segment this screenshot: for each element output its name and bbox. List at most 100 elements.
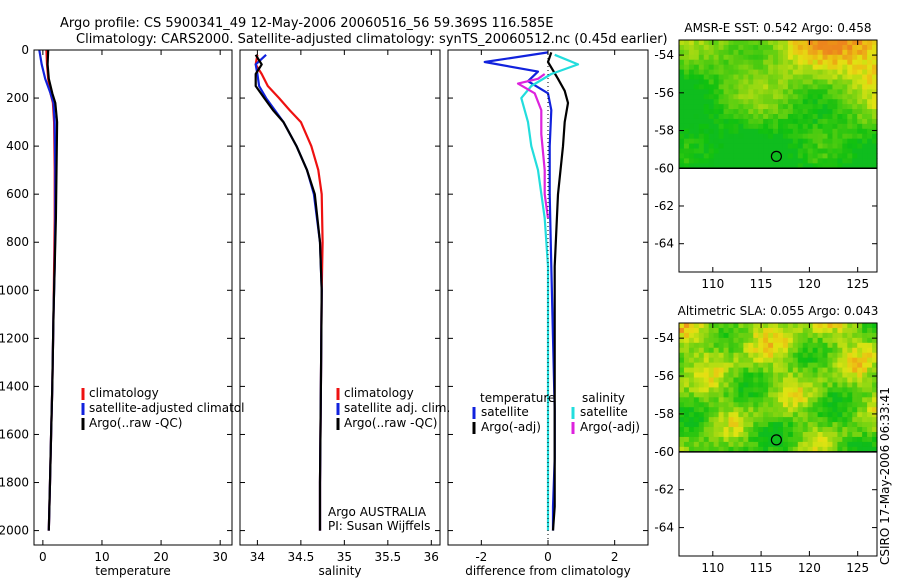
sst-map-cell xyxy=(792,128,799,135)
sla-map-cell xyxy=(748,427,754,433)
difference-legend-label: satellite xyxy=(481,405,529,419)
sst-map-cell xyxy=(872,54,878,61)
sst-map-cell xyxy=(812,138,819,145)
sla-map-cell xyxy=(872,352,878,359)
sst-map-cell xyxy=(847,148,853,155)
sla-map-cell xyxy=(708,387,715,393)
temperature-ytick-label: 1400 xyxy=(0,379,29,393)
sla-map-cell xyxy=(812,427,819,433)
sla-map-cell xyxy=(723,441,730,448)
sst-map-cell xyxy=(688,148,695,155)
sst-map-cell xyxy=(782,49,789,56)
sla-map-cell xyxy=(683,332,690,339)
sst-map-cell xyxy=(723,99,730,105)
sst-map-cell xyxy=(703,104,710,110)
sla-map-cell xyxy=(827,402,834,408)
sla-map-cell xyxy=(718,427,725,433)
sla-map-cell xyxy=(817,342,824,349)
sst-map-cell xyxy=(817,54,824,61)
sla-map-cell xyxy=(768,342,774,349)
sst-map-cell xyxy=(817,143,824,150)
sla-map-cell xyxy=(807,422,814,428)
sla-map-cell xyxy=(797,432,804,438)
sst-map-cell xyxy=(723,94,730,100)
sst-map-cell xyxy=(817,44,824,51)
sst-map-cell xyxy=(817,148,824,155)
sst-map-cell xyxy=(797,94,804,100)
sst-map-cell xyxy=(718,79,725,85)
sst-map-cell xyxy=(792,69,799,76)
sst-map-cell xyxy=(708,74,715,81)
sla-map-cell xyxy=(723,367,730,374)
sla-map-cell xyxy=(703,412,710,418)
sst-map-cell xyxy=(758,138,764,145)
sla-map-cell xyxy=(688,327,695,334)
sla-map-cell xyxy=(837,427,843,433)
sst-map-cell xyxy=(807,143,814,150)
sla-map-title: Altimetric SLA: 0.055 Argo: 0.043 xyxy=(678,304,879,318)
sst-map-cell xyxy=(872,74,878,81)
sla-map-cell xyxy=(827,357,834,364)
sla-map-cell xyxy=(718,402,725,408)
sla-map-cell xyxy=(792,357,799,364)
sla-map-cell xyxy=(842,402,848,408)
sst-map-cell xyxy=(728,153,735,159)
sst-map-cell xyxy=(768,54,774,61)
sla-map-cell xyxy=(792,342,799,349)
sla-map-cell xyxy=(683,402,690,408)
sla-map-cell xyxy=(867,357,873,364)
sst-map-cell xyxy=(708,54,715,61)
sst-map-cell xyxy=(807,54,814,61)
sla-map-cell xyxy=(852,436,858,443)
sla-map-cell xyxy=(713,446,720,453)
sla-map-cell xyxy=(847,352,853,359)
sla-map-cell xyxy=(792,332,799,339)
sst-map-cell xyxy=(787,69,794,76)
sst-map-cell xyxy=(792,153,799,159)
sla-map-cell xyxy=(867,323,873,329)
sla-map-cell xyxy=(867,377,873,384)
sla-map-cell xyxy=(787,402,794,408)
sst-map-cell xyxy=(872,148,878,155)
sla-map-cell xyxy=(738,392,744,398)
sst-map-cell xyxy=(698,158,705,164)
sla-map-xtick-label: 120 xyxy=(798,561,821,575)
sla-map-cell xyxy=(778,337,784,344)
sst-map-cell xyxy=(842,118,848,125)
sst-map-cell xyxy=(787,99,794,105)
sla-map-cell xyxy=(807,441,814,448)
sla-map-cell xyxy=(688,441,695,448)
sst-map-cell xyxy=(847,118,853,125)
sst-map-cell xyxy=(852,84,858,90)
sst-map-cell xyxy=(703,89,710,95)
sla-map-cell xyxy=(807,417,814,423)
sst-map-cell xyxy=(753,138,759,145)
sla-map-cell xyxy=(778,377,784,384)
sst-map-cell xyxy=(817,153,824,159)
sst-map-cell xyxy=(688,118,695,125)
sla-map-cell xyxy=(773,427,779,433)
sla-map-cell xyxy=(857,342,863,349)
sst-map-cell xyxy=(743,143,749,150)
sst-map-cell xyxy=(867,138,873,145)
sst-map-cell xyxy=(748,143,754,150)
sla-map-cell xyxy=(748,323,754,329)
sst-map-cell xyxy=(693,49,700,56)
sla-map-cell xyxy=(768,387,774,393)
sla-map-cell xyxy=(763,407,769,413)
sst-map-cell xyxy=(807,89,814,95)
sla-map-cell xyxy=(723,402,730,408)
sla-map-cell xyxy=(867,436,873,443)
sla-map-cell xyxy=(773,372,779,379)
sla-map-cell xyxy=(807,432,814,438)
sst-map-cell xyxy=(812,104,819,110)
sst-map-cell xyxy=(807,133,814,140)
sst-map-cell xyxy=(872,94,878,100)
sst-map-cell xyxy=(703,59,710,66)
sst-map-cell xyxy=(703,69,710,76)
sla-map-cell xyxy=(792,387,799,393)
sla-map-cell xyxy=(812,347,819,354)
salinity-xtick-label: 34.5 xyxy=(288,550,315,564)
sst-map-cell xyxy=(683,158,690,164)
sla-map-cell xyxy=(748,441,754,448)
